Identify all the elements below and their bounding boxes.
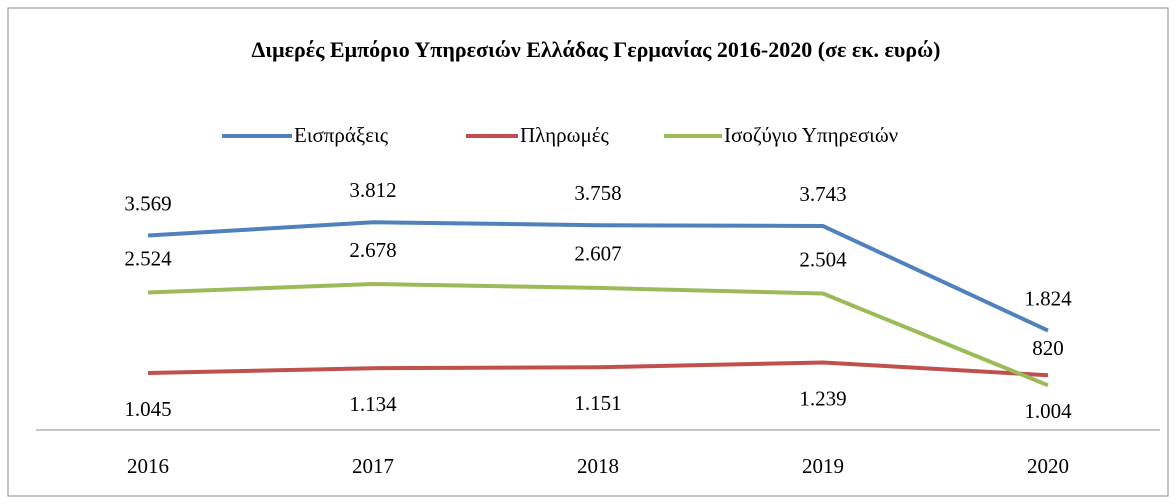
data-label: 3.743 bbox=[799, 182, 846, 206]
data-label: 820 bbox=[1032, 336, 1064, 360]
data-label: 3.569 bbox=[124, 191, 171, 215]
chart-frame bbox=[7, 7, 1169, 497]
data-label: 2.607 bbox=[574, 242, 621, 266]
data-label: 3.812 bbox=[349, 178, 396, 202]
x-tick-label: 2020 bbox=[1027, 454, 1069, 478]
data-label: 1.239 bbox=[799, 386, 846, 410]
data-label: 2.678 bbox=[349, 238, 396, 262]
series-line bbox=[147, 282, 1049, 388]
series-line bbox=[147, 220, 1049, 333]
x-tick-label: 2019 bbox=[802, 454, 844, 478]
chart-title: Διμερές Εμπόριο Υπηρεσιών Ελλάδας Γερμαν… bbox=[251, 37, 940, 62]
x-tick-label: 2017 bbox=[352, 454, 394, 478]
x-tick-label: 2018 bbox=[577, 454, 619, 478]
data-label: 3.758 bbox=[574, 181, 621, 205]
data-label: 1.045 bbox=[124, 397, 171, 421]
data-label: 2.504 bbox=[799, 247, 847, 271]
legend-label: Εισπράξεις bbox=[294, 123, 389, 147]
legend-label: Πληρωμές bbox=[520, 123, 610, 147]
data-label: 1.004 bbox=[1024, 399, 1072, 423]
x-tick-label: 2016 bbox=[127, 454, 169, 478]
series-line bbox=[147, 360, 1049, 378]
data-label: 1.824 bbox=[1024, 286, 1072, 310]
legend-label: Ισοζύγιο Υπηρεσιών bbox=[724, 123, 898, 147]
data-label: 1.151 bbox=[574, 391, 621, 415]
data-label: 2.524 bbox=[124, 246, 172, 270]
data-label: 1.134 bbox=[349, 392, 397, 416]
